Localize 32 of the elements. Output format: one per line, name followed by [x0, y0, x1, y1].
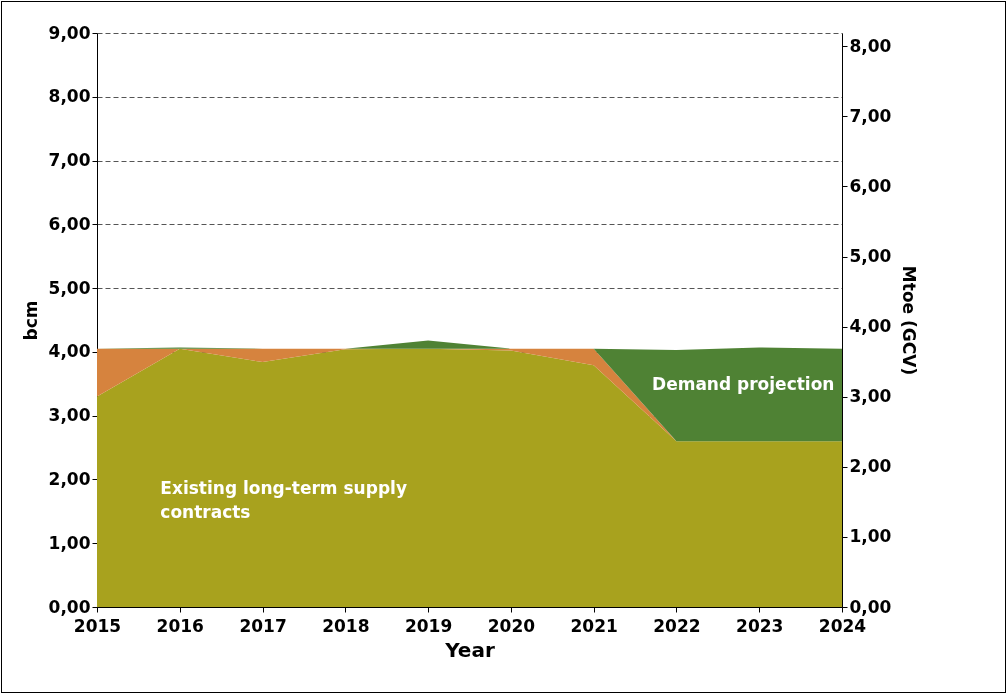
- y-tick-label: 3,00: [48, 405, 91, 426]
- x-tick-label: 2017: [239, 615, 287, 636]
- x-tick-label: 2023: [736, 615, 784, 636]
- x-tick-label: 2024: [818, 615, 867, 636]
- y2-tick-label: 5,00: [849, 246, 892, 267]
- y2-tick-label: 2,00: [849, 456, 892, 477]
- y2-tick-label: 4,00: [849, 316, 892, 337]
- y2-tick-label: 8,00: [849, 35, 892, 56]
- x-tick-label: 2018: [322, 615, 370, 636]
- y2-tick-label: 6,00: [849, 175, 892, 196]
- y2-tick-label: 0,00: [849, 596, 892, 617]
- x-tick-label: 2020: [487, 615, 536, 636]
- y-tick-label: 4,00: [48, 341, 91, 362]
- y2-tick-label: 3,00: [849, 386, 892, 407]
- y-tick-label: 5,00: [48, 277, 91, 298]
- x-tick-label: 2015: [73, 615, 122, 636]
- y-tick-label: 0,00: [48, 596, 91, 617]
- y-tick-label: 7,00: [48, 150, 91, 171]
- y-tick-label: 2,00: [48, 468, 91, 489]
- y-axis-title: bcm: [20, 300, 41, 341]
- x-tick-label: 2022: [653, 615, 701, 636]
- y-tick-label: 6,00: [48, 213, 91, 234]
- y-tick-label: 1,00: [48, 532, 91, 553]
- y2-tick-label: 1,00: [849, 526, 892, 547]
- x-tick-label: 2016: [156, 615, 204, 636]
- x-tick-label: 2021: [570, 615, 618, 636]
- x-tick-label: 2019: [404, 615, 453, 636]
- y2-axis-title: Mtoe (GCV): [899, 265, 920, 376]
- y2-tick-label: 7,00: [849, 105, 892, 126]
- x-axis-title: Year: [444, 637, 495, 662]
- y-tick-label: 9,00: [48, 22, 91, 43]
- y-tick-label: 8,00: [48, 86, 91, 107]
